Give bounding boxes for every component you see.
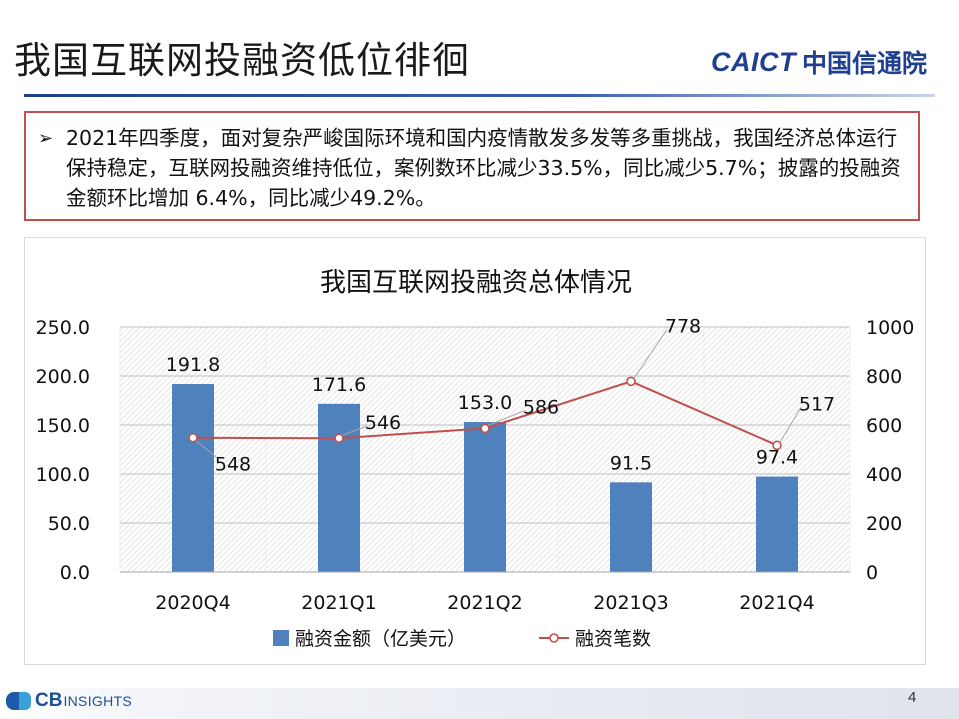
left-axis-tick-label: 50.0 bbox=[48, 513, 90, 535]
summary-box: ➢ 2021年四季度，面对复杂严峻国际环境和国内疫情散发多发等多重挑战，我国经济… bbox=[24, 111, 920, 221]
arrow-bullet-icon: ➢ bbox=[38, 128, 54, 149]
label-leader-line bbox=[779, 407, 802, 443]
x-axis-tick-label: 2021Q3 bbox=[593, 592, 668, 614]
legend-bar-swatch bbox=[273, 630, 289, 646]
bar bbox=[318, 403, 360, 572]
cb-logo-text: CB bbox=[35, 690, 63, 711]
caict-logo-latin: CAICT bbox=[710, 46, 796, 77]
line-data-label: 586 bbox=[523, 396, 559, 418]
legend-line-marker bbox=[549, 633, 559, 643]
chart-title: 我国互联网投融资总体情况 bbox=[320, 268, 632, 298]
line-point bbox=[334, 433, 344, 444]
right-axis-tick-label: 200 bbox=[866, 513, 902, 535]
x-axis-tick-label: 2021Q2 bbox=[447, 592, 522, 614]
legend-bar-label: 融资金额（亿美元） bbox=[295, 628, 466, 650]
line-data-label: 546 bbox=[365, 412, 401, 434]
line-data-label: 517 bbox=[799, 393, 835, 415]
right-axis-tick-label: 800 bbox=[866, 366, 902, 388]
right-axis-tick-label: 0 bbox=[866, 562, 878, 584]
left-axis-tick-label: 0.0 bbox=[60, 562, 90, 584]
right-axis-tick-label: 1000 bbox=[866, 317, 914, 339]
bar bbox=[610, 482, 652, 572]
left-axis-tick-label: 250.0 bbox=[36, 317, 90, 339]
caict-logo: CAICT 中国信通院 bbox=[711, 44, 927, 80]
bar-data-label: 191.8 bbox=[166, 354, 220, 376]
bar-data-label: 91.5 bbox=[610, 452, 652, 474]
left-axis-tick-label: 100.0 bbox=[36, 464, 90, 486]
bar bbox=[464, 422, 506, 572]
chart-panel: 我国互联网投融资总体情况 0.0 50.0 100.0 150.0 200.0 250.0… bbox=[24, 237, 926, 665]
x-axis-tick-label: 2020Q4 bbox=[155, 592, 230, 614]
label-leader-line bbox=[341, 425, 368, 436]
line-data-label: 548 bbox=[215, 454, 251, 476]
x-axis-tick-label: 2021Q1 bbox=[301, 592, 376, 614]
title-divider bbox=[24, 94, 935, 97]
footer-bar bbox=[0, 688, 959, 719]
bar-data-label: 153.0 bbox=[458, 392, 512, 414]
bar bbox=[172, 384, 214, 572]
label-leader-line bbox=[487, 409, 526, 426]
cb-logo-insights: INSIGHTS bbox=[63, 693, 132, 709]
cb-insights-logo: CB INSIGHTS bbox=[6, 690, 132, 712]
slide-title: 我国互联网投融资低位徘徊 bbox=[14, 39, 470, 82]
legend-line-label: 融资笔数 bbox=[575, 628, 651, 650]
caict-logo-cn: 中国信通院 bbox=[801, 49, 927, 78]
right-axis-tick-label: 600 bbox=[866, 415, 902, 437]
left-axis-tick-label: 150.0 bbox=[36, 415, 90, 437]
label-leader-line bbox=[633, 329, 668, 379]
cb-insights-mark-icon bbox=[6, 690, 32, 712]
bar bbox=[756, 476, 798, 572]
chart: 我国互联网投融资总体情况 0.0 50.0 100.0 150.0 200.0 250.0… bbox=[36, 268, 915, 650]
line-point bbox=[626, 376, 636, 387]
page-number: 4 bbox=[908, 689, 917, 706]
line-point bbox=[480, 423, 490, 434]
right-axis-tick-label: 400 bbox=[866, 464, 902, 486]
line-data-label: 778 bbox=[665, 315, 701, 337]
x-axis-tick-label: 2021Q4 bbox=[739, 592, 814, 614]
summary-text: 2021年四季度，面对复杂严峻国际环境和国内疫情散发多发等多重挑战，我国经济总体… bbox=[66, 126, 901, 210]
line-point bbox=[772, 440, 782, 451]
line-point bbox=[188, 432, 198, 443]
bar-data-label: 97.4 bbox=[756, 447, 798, 469]
left-axis-tick-label: 200.0 bbox=[36, 366, 90, 388]
label-leader-line bbox=[195, 440, 218, 459]
bar-data-label: 171.6 bbox=[312, 374, 366, 396]
